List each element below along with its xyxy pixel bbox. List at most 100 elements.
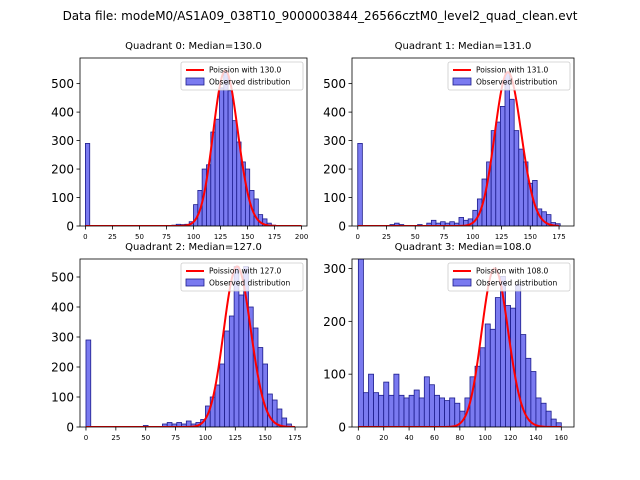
legend-observed-swatch — [185, 77, 205, 86]
x-tick-label: 20 — [379, 434, 388, 442]
panel-title: Quadrant 2: Median=127.0 — [125, 242, 262, 253]
histogram-bar — [408, 394, 415, 427]
y-tick-label: 500 — [51, 271, 74, 285]
histogram-bar — [262, 363, 268, 427]
y-tick-label: 400 — [51, 106, 74, 120]
figure-suptitle: Data file: modeM0/AS1A09_038T10_90000038… — [63, 9, 578, 23]
y-tick-label: 500 — [323, 77, 346, 91]
legend-observed-swatch — [185, 278, 205, 287]
quadrant-0-plot-area — [85, 69, 302, 226]
y-tick-label: 100 — [51, 191, 74, 205]
x-tick-label: 100 — [479, 434, 492, 442]
histogram-bar — [499, 106, 506, 226]
x-tick-label: 160 — [555, 434, 568, 442]
histogram-bar — [444, 400, 451, 427]
x-tick-label: 175 — [288, 434, 301, 442]
histogram-bar — [484, 323, 491, 427]
histogram-bar — [398, 394, 405, 427]
y-tick-label: 0 — [66, 421, 74, 435]
quadrant-1-plot-area — [357, 71, 561, 226]
histogram-bar — [357, 259, 364, 427]
x-tick-label: 25 — [108, 233, 117, 241]
histogram-bar — [223, 71, 229, 226]
legend-fit-label: Poission with 130.0 — [209, 66, 282, 75]
legend-box — [447, 61, 571, 91]
legend-box — [447, 262, 571, 292]
histogram-bar — [357, 143, 363, 226]
poisson-fit-line — [358, 267, 562, 427]
x-tick-label: 0 — [83, 233, 87, 241]
y-tick-label: 400 — [323, 106, 346, 120]
histogram-bar — [224, 330, 230, 427]
histogram-bar — [227, 90, 233, 226]
legend-observed-label: Observed distribution — [476, 78, 557, 87]
axes-frame — [351, 258, 575, 428]
x-tick-label: 120 — [504, 434, 517, 442]
histogram-bar — [85, 143, 91, 226]
quadrant-1-panel: 0 25 50 75 100 125 150 175 0 100 200 300 400 500 Quadr… — [323, 41, 575, 241]
x-tick-label: 0 — [356, 434, 360, 442]
legend-fit-label: Poission with 131.0 — [476, 66, 549, 75]
x-tick-label: 200 — [295, 233, 308, 241]
x-tick-label: 100 — [199, 434, 212, 442]
axes-frame — [351, 57, 575, 227]
histogram-bar — [545, 410, 552, 427]
x-tick-label: 140 — [529, 434, 542, 442]
histogram-bar — [439, 397, 446, 427]
x-tick-label: 75 — [162, 233, 171, 241]
histogram-bar — [489, 328, 496, 427]
histogram-bar — [85, 339, 92, 427]
histogram-bar — [515, 283, 522, 427]
histogram-bar — [363, 392, 369, 427]
x-tick-label: 150 — [524, 233, 537, 241]
histogram-bar — [267, 393, 273, 427]
legend-box — [180, 262, 304, 292]
y-tick-label: 100 — [323, 191, 346, 205]
histogram-bar — [413, 389, 420, 427]
x-tick-label: 25 — [382, 233, 391, 241]
y-tick-label: 200 — [51, 163, 74, 177]
y-tick-label: 300 — [323, 134, 346, 148]
histogram-bar — [423, 376, 430, 427]
x-tick-label: 75 — [440, 233, 449, 241]
panel-title: Quadrant 3: Median=108.0 — [395, 242, 532, 253]
histogram-bar — [495, 121, 501, 226]
histogram-bar — [388, 394, 395, 427]
x-tick-label: 0 — [84, 434, 88, 442]
histogram-bar — [504, 71, 510, 226]
legend-box — [180, 61, 304, 91]
x-tick-label: 25 — [111, 434, 120, 442]
histogram-bar — [232, 120, 238, 226]
y-tick-label: 100 — [51, 391, 74, 405]
legend-observed-label: Observed distribution — [476, 279, 557, 288]
histogram-bar — [262, 218, 268, 226]
histogram-bar — [378, 394, 385, 427]
legend-fit-label: Poission with 127.0 — [209, 267, 282, 276]
x-tick-label: 50 — [141, 434, 150, 442]
x-tick-label: 175 — [268, 233, 281, 241]
histogram-bar — [368, 373, 374, 427]
histogram-bar — [530, 371, 537, 427]
x-tick-label: 80 — [455, 434, 464, 442]
panel-title: Quadrant 1: Median=131.0 — [395, 41, 532, 52]
y-tick-label: 300 — [51, 331, 74, 345]
y-tick-label: 400 — [51, 301, 74, 315]
histogram-bar — [449, 397, 456, 427]
quadrant-3-panel: 0 20 40 60 80 100 120 140 160 0 100 200 300 Quadrant … — [323, 242, 575, 442]
histogram-bar — [281, 417, 288, 427]
histogram-bar — [540, 402, 547, 427]
histogram-bar — [219, 363, 225, 427]
histogram-bar — [238, 294, 245, 427]
y-tick-label: 200 — [323, 163, 346, 177]
quadrant-3-plot-area — [357, 259, 562, 427]
histogram-bar — [509, 98, 515, 226]
histogram-bar — [214, 384, 221, 427]
x-tick-label: 150 — [258, 434, 271, 442]
histogram-bar — [494, 297, 501, 427]
quadrant-0-panel: 0 25 50 75 100 125 150 175 200 0 100 200 300 400 500 Qu… — [51, 41, 308, 241]
x-tick-label: 175 — [552, 233, 565, 241]
x-tick-label: 125 — [495, 233, 508, 241]
x-tick-label: 150 — [241, 233, 254, 241]
x-tick-label: 50 — [135, 233, 144, 241]
